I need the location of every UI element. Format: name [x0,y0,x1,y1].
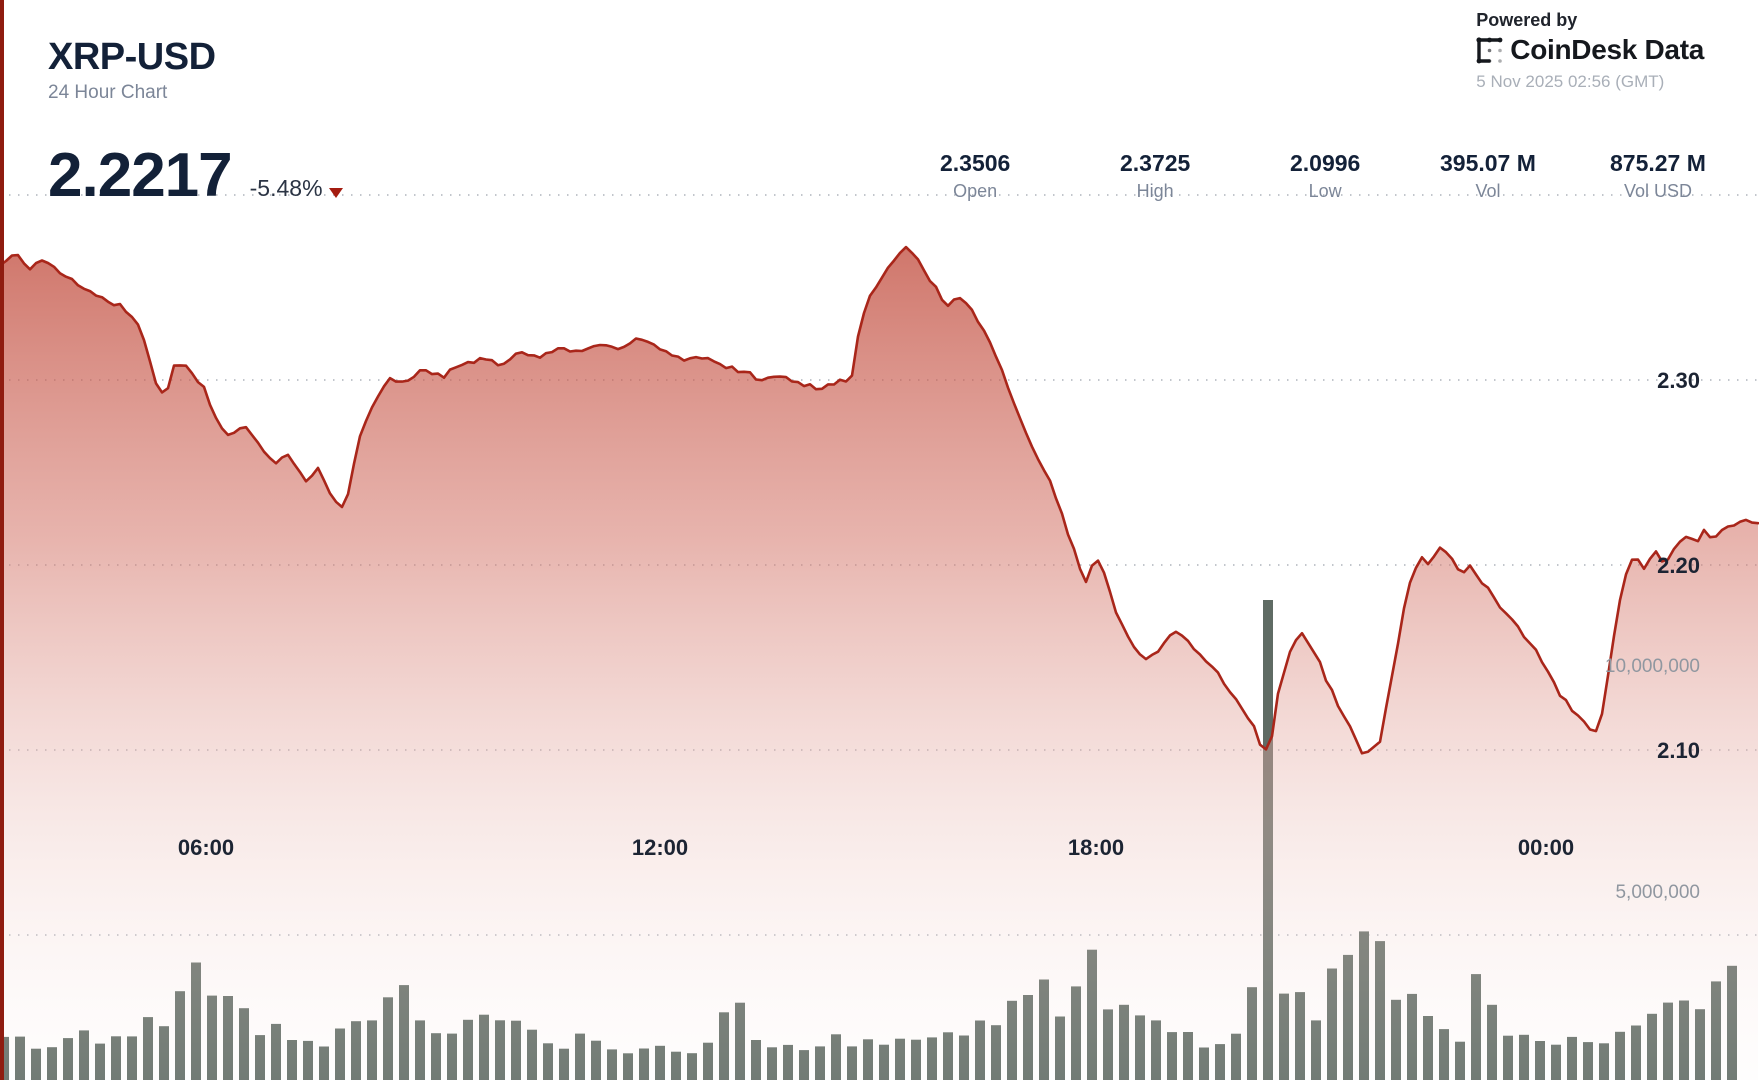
svg-text:2.30: 2.30 [1657,368,1700,393]
svg-text:00:00: 00:00 [1518,835,1574,860]
svg-text:2.10: 2.10 [1657,738,1700,763]
svg-text:18:00: 18:00 [1068,835,1124,860]
svg-text:06:00: 06:00 [178,835,234,860]
svg-text:5,000,000: 5,000,000 [1615,882,1700,903]
svg-text:12:00: 12:00 [632,835,688,860]
svg-text:2.20: 2.20 [1657,553,1700,578]
svg-text:10,000,000: 10,000,000 [1605,656,1700,677]
